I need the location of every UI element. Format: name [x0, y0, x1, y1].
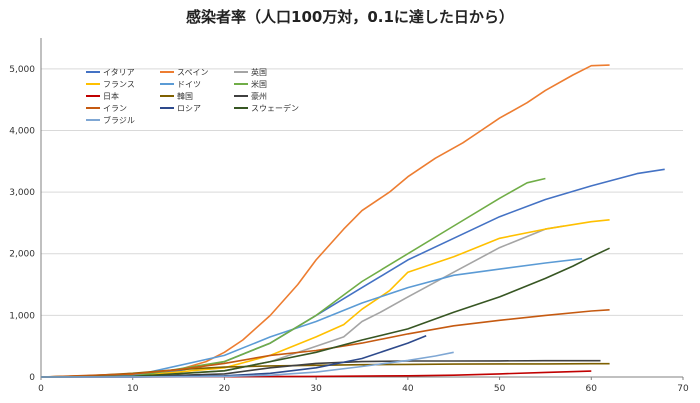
x-tick-label: 60 — [586, 384, 598, 394]
legend-item: 英国 — [234, 67, 267, 77]
legend-label: スペイン — [177, 68, 208, 77]
legend-label: フランス — [103, 80, 135, 89]
series-line-9 — [40, 309, 610, 378]
legend-label: 英国 — [251, 67, 267, 77]
legend-label: 米国 — [251, 79, 267, 89]
legend-label: イラン — [103, 104, 127, 113]
x-tick-label: 10 — [127, 384, 139, 394]
series-line-12 — [40, 351, 454, 378]
legend-item: イラン — [86, 104, 127, 113]
legend-item: 韓国 — [160, 91, 193, 101]
x-tick-label: 70 — [677, 384, 689, 394]
grid-lines — [41, 68, 683, 316]
series-line-0 — [40, 168, 665, 378]
y-tick-label: 4,000 — [9, 126, 35, 136]
y-tick-label: 1,000 — [9, 311, 35, 321]
series-line-5 — [40, 177, 546, 378]
x-tick-label: 40 — [402, 384, 414, 394]
y-tick-label: 0 — [29, 373, 35, 383]
series-line-3 — [40, 219, 610, 378]
legend-item: ドイツ — [160, 80, 201, 89]
legend-item: ブラジル — [86, 115, 135, 125]
legend-label: 韓国 — [177, 91, 193, 101]
chart-title: 感染者率（人口100万対，0.1に達した日から） — [186, 8, 514, 26]
legend-label: 豪州 — [251, 91, 267, 101]
legend-label: ドイツ — [177, 80, 201, 89]
legend-item: ロシア — [160, 104, 201, 113]
series-line-11 — [40, 247, 610, 378]
y-tick-label: 5,000 — [9, 65, 35, 75]
legend-item: フランス — [86, 80, 135, 89]
legend-item: 豪州 — [234, 91, 267, 101]
legend-label: ロシア — [177, 104, 201, 113]
legend-label: ブラジル — [103, 115, 135, 125]
legend-item: スペイン — [160, 68, 208, 77]
series-line-8 — [40, 359, 601, 378]
x-tick-label: 50 — [494, 384, 506, 394]
legend-item: イタリア — [86, 68, 135, 77]
x-tick-label: 30 — [310, 384, 322, 394]
legend-item: スウェーデン — [234, 103, 299, 113]
legend-label: 日本 — [103, 91, 119, 101]
axes: 0 1,000 2,000 3,000 4,000 5,000 0 10 20 30 40 50 60 7… — [9, 38, 689, 394]
y-tick-label: 2,000 — [9, 250, 35, 260]
series-line-4 — [40, 257, 583, 378]
x-tick-label: 20 — [219, 384, 231, 394]
series-lines — [40, 64, 665, 378]
x-tick-label: 0 — [38, 384, 44, 394]
y-tick-label: 3,000 — [9, 188, 35, 198]
legend-label: イタリア — [103, 68, 135, 77]
legend-item: 米国 — [234, 79, 267, 89]
legend-item: 日本 — [86, 91, 119, 101]
legend-label: スウェーデン — [251, 103, 299, 113]
